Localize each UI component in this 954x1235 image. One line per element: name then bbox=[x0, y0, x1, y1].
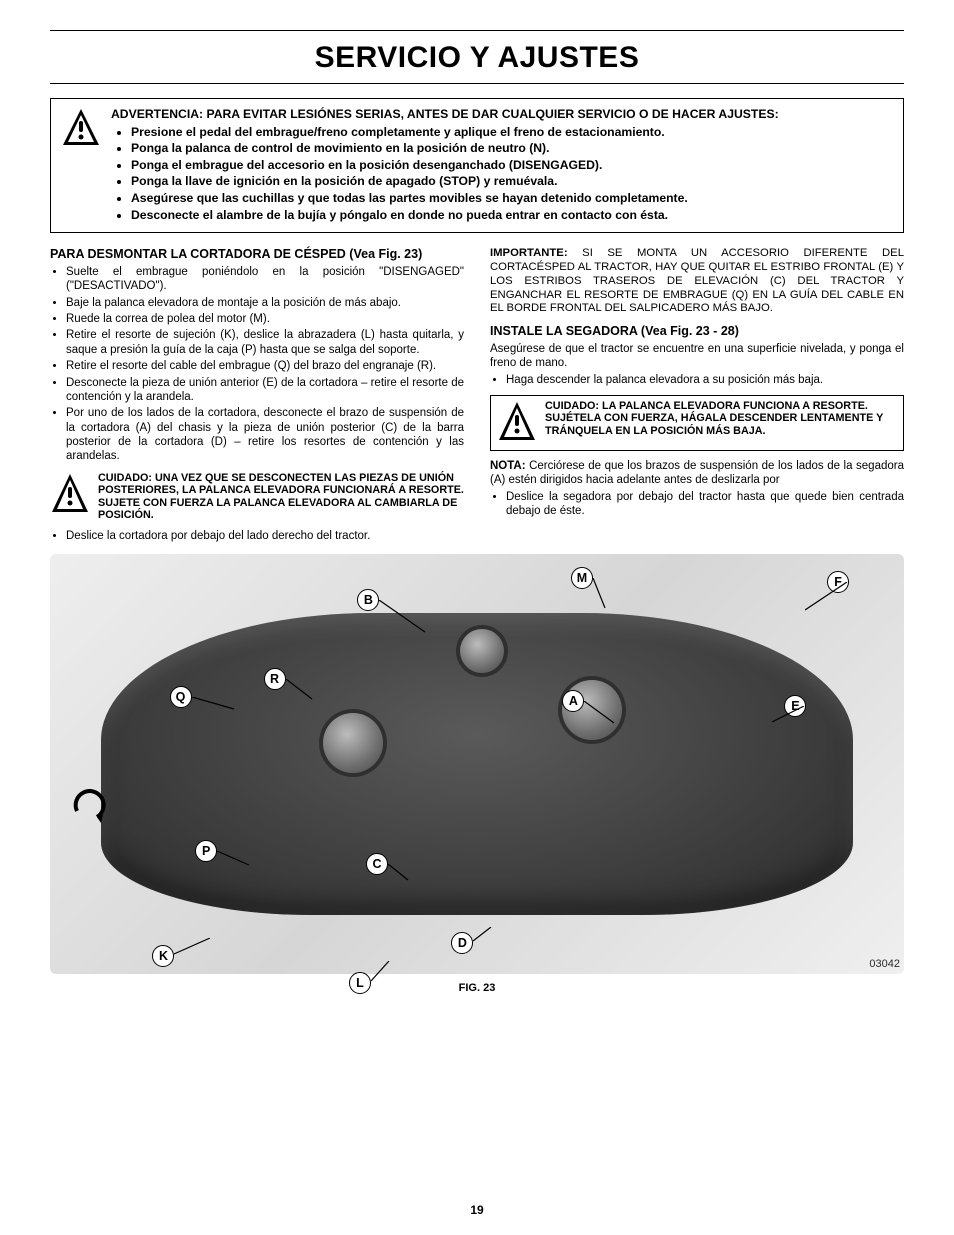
leader-line bbox=[593, 578, 607, 610]
figure-label-bubble: Q bbox=[170, 686, 192, 708]
figure-label-bubble: M bbox=[571, 567, 593, 589]
right-item: Deslice la segadora por debajo del tract… bbox=[506, 490, 904, 519]
leader-line bbox=[192, 697, 236, 711]
warning-item: Desconecte el alambre de la bujía y póng… bbox=[131, 208, 893, 224]
figure-label-bubble: A bbox=[562, 690, 584, 712]
figure-label-bubble: L bbox=[349, 972, 371, 994]
left-item: Suelte el embrague poniéndolo en la posi… bbox=[66, 265, 464, 294]
warning-icon bbox=[61, 107, 101, 151]
figure-label-bubble: R bbox=[264, 668, 286, 690]
right-heading: INSTALE LA SEGADORA (Vea Fig. 23 - 28) bbox=[490, 324, 904, 340]
figure-label-bubble: P bbox=[195, 840, 217, 862]
leader-line bbox=[584, 701, 616, 725]
warning-item: Ponga el embrague del accesorio en la po… bbox=[131, 158, 893, 174]
note-label: NOTA: bbox=[490, 460, 526, 472]
right-item: Haga descender la palanca elevadora a su… bbox=[506, 373, 904, 387]
left-heading: PARA DESMONTAR LA CORTADORA DE CÉSPED (V… bbox=[50, 247, 464, 263]
leader-line bbox=[286, 679, 314, 701]
left-callout: CUIDADO: UNA VEZ QUE SE DESCONECTEN LAS … bbox=[50, 472, 464, 522]
leader-line bbox=[805, 582, 849, 612]
figure-label-bubble: K bbox=[152, 945, 174, 967]
note-block: NOTA: Cerciórese de que los brazos de su… bbox=[490, 459, 904, 488]
left-after-list: Deslice la cortadora por debajo del lado… bbox=[50, 529, 464, 543]
leader-line bbox=[371, 961, 391, 983]
figure-label-M: M bbox=[571, 567, 593, 589]
figure-label-A: A bbox=[562, 690, 584, 712]
page-title: SERVICIO Y AJUSTES bbox=[50, 37, 904, 84]
right-callout-text: CUIDADO: LA PALANCA ELEVADORA FUNCIONA A… bbox=[545, 400, 897, 437]
figure-labels: B M F Q R A E P C K D L bbox=[50, 554, 904, 994]
right-column: IMPORTANTE: SI SE MONTA UN ACCESORIO DIF… bbox=[490, 247, 904, 550]
warning-box: ADVERTENCIA: PARA EVITAR LESIÓNES SERIAS… bbox=[50, 98, 904, 233]
warning-item: Presione el pedal del embrague/freno com… bbox=[131, 125, 893, 141]
warning-list: Presione el pedal del embrague/freno com… bbox=[111, 125, 893, 224]
page-number: 19 bbox=[0, 1203, 954, 1217]
figure-label-L: L bbox=[349, 972, 371, 994]
left-item: Desconecte la pieza de unión anterior (E… bbox=[66, 376, 464, 405]
warning-icon bbox=[50, 472, 90, 518]
important-label: IMPORTANTE: bbox=[490, 247, 568, 259]
figure-label-B: B bbox=[357, 589, 379, 611]
figure-label-P: P bbox=[195, 840, 217, 862]
figure-label-K: K bbox=[152, 945, 174, 967]
figure-23: 03042 BMFQRAEPCKDL FIG. 23 bbox=[50, 554, 904, 994]
figure-label-D: D bbox=[451, 932, 473, 954]
figure-label-C: C bbox=[366, 853, 388, 875]
left-after-item: Deslice la cortadora por debajo del lado… bbox=[66, 529, 464, 543]
note-text: Cerciórese de que los brazos de suspensi… bbox=[490, 460, 904, 486]
two-columns: PARA DESMONTAR LA CORTADORA DE CÉSPED (V… bbox=[50, 247, 904, 550]
left-item: Baje la palanca elevadora de montaje a l… bbox=[66, 296, 464, 310]
left-item: Ruede la correa de polea del motor (M). bbox=[66, 312, 464, 326]
warning-icon bbox=[497, 400, 537, 446]
leader-line bbox=[388, 864, 410, 882]
left-item: Retire el resorte del cable del embrague… bbox=[66, 359, 464, 373]
leader-line bbox=[174, 938, 212, 956]
leader-line bbox=[772, 706, 806, 724]
left-column: PARA DESMONTAR LA CORTADORA DE CÉSPED (V… bbox=[50, 247, 464, 550]
figure-label-E: E bbox=[784, 695, 806, 717]
right-list-2: Deslice la segadora por debajo del tract… bbox=[490, 490, 904, 519]
figure-label-R: R bbox=[264, 668, 286, 690]
right-intro: Asegúrese de que el tractor se encuentre… bbox=[490, 342, 904, 371]
warning-item: Asegúrese que las cuchillas y que todas … bbox=[131, 191, 893, 207]
leader-line bbox=[473, 927, 493, 943]
warning-item: Ponga la llave de ignición en la posició… bbox=[131, 174, 893, 190]
leader-line bbox=[217, 851, 251, 867]
figure-label-Q: Q bbox=[170, 686, 192, 708]
right-callout: CUIDADO: LA PALANCA ELEVADORA FUNCIONA A… bbox=[490, 395, 904, 451]
warning-item: Ponga la palanca de control de movimient… bbox=[131, 141, 893, 157]
figure-label-F: F bbox=[827, 571, 849, 593]
figure-label-bubble: D bbox=[451, 932, 473, 954]
leader-line bbox=[379, 600, 427, 634]
left-list: Suelte el embrague poniéndolo en la posi… bbox=[50, 265, 464, 464]
figure-label-bubble: C bbox=[366, 853, 388, 875]
figure-label-bubble: B bbox=[357, 589, 379, 611]
left-item: Por uno de los lados de la cortadora, de… bbox=[66, 406, 464, 464]
right-list-1: Haga descender la palanca elevadora a su… bbox=[490, 373, 904, 387]
warning-heading: ADVERTENCIA: PARA EVITAR LESIÓNES SERIAS… bbox=[111, 107, 893, 123]
left-callout-text: CUIDADO: UNA VEZ QUE SE DESCONECTEN LAS … bbox=[98, 472, 464, 522]
left-item: Retire el resorte de sujeción (K), desli… bbox=[66, 328, 464, 357]
top-rule bbox=[50, 30, 904, 31]
important-block: IMPORTANTE: SI SE MONTA UN ACCESORIO DIF… bbox=[490, 247, 904, 316]
